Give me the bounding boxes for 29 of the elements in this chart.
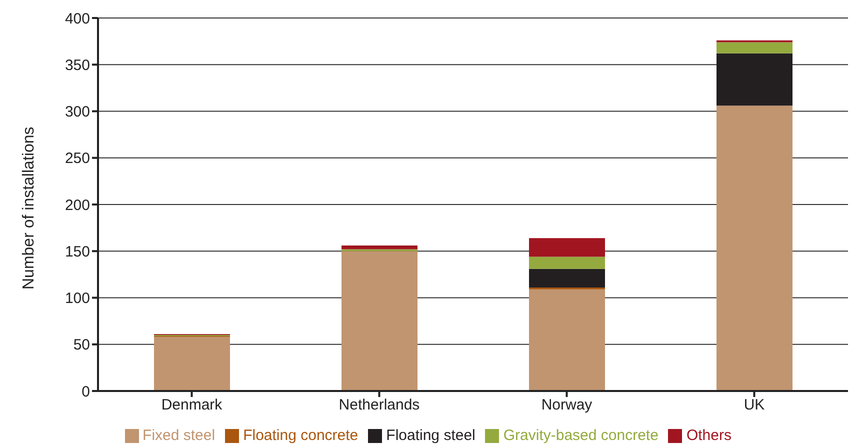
y-tick-label: 150 bbox=[64, 243, 90, 260]
y-tick-label: 50 bbox=[73, 336, 90, 354]
y-tick-label: 100 bbox=[64, 290, 90, 308]
y-tick-label: 0 bbox=[82, 383, 90, 400]
x-tick-label: Denmark bbox=[161, 396, 223, 414]
legend-label: Fixed steel bbox=[142, 427, 216, 444]
bar bbox=[154, 336, 230, 391]
bar bbox=[529, 238, 605, 257]
bar bbox=[529, 268, 605, 288]
legend-label: Floating concrete bbox=[243, 427, 358, 444]
legend-label: Others bbox=[686, 427, 732, 444]
bar bbox=[342, 251, 418, 391]
y-axis-title: Number of installations bbox=[20, 126, 38, 290]
y-tick-label: 300 bbox=[64, 104, 90, 121]
bar bbox=[529, 256, 605, 269]
legend-label: Floating steel bbox=[386, 427, 476, 444]
legend-label: Gravity-based concrete bbox=[503, 427, 658, 444]
y-tick-label: 400 bbox=[64, 10, 90, 28]
bar bbox=[716, 53, 792, 106]
y-tick-label: 250 bbox=[64, 150, 90, 168]
bar bbox=[529, 289, 605, 391]
bar bbox=[716, 106, 792, 391]
bar bbox=[342, 246, 418, 250]
x-tick-label: Norway bbox=[541, 396, 593, 414]
y-tick-label: 350 bbox=[64, 56, 90, 74]
x-tick-label: Netherlands bbox=[338, 396, 420, 414]
y-tick-label: 200 bbox=[64, 196, 90, 214]
bar bbox=[716, 42, 792, 54]
x-tick-label: UK bbox=[744, 396, 765, 414]
